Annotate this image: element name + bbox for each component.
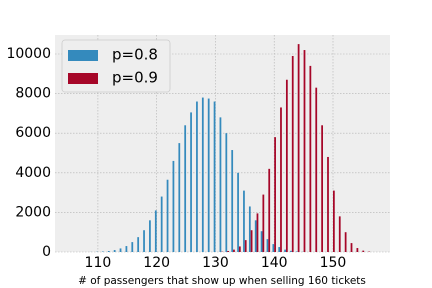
bar — [266, 239, 269, 252]
x-axis-label: # of passengers that show up when sellin… — [78, 275, 366, 287]
x-tick-label: 150 — [320, 255, 347, 271]
bar — [238, 246, 241, 252]
bar — [201, 97, 204, 252]
bar — [284, 249, 286, 252]
bar — [260, 231, 263, 252]
legend-label: p=0.9 — [112, 69, 158, 87]
bar — [344, 232, 347, 252]
bar — [248, 206, 251, 252]
bar — [297, 44, 300, 252]
y-tick-label: 8000 — [15, 86, 51, 102]
bar — [278, 247, 281, 252]
y-tick-label: 10000 — [6, 46, 51, 62]
bar — [154, 210, 157, 252]
x-tick-label: 130 — [202, 255, 229, 271]
bar — [262, 194, 265, 252]
bar — [285, 79, 288, 252]
bar — [274, 137, 276, 252]
bar — [107, 251, 110, 252]
bar — [315, 87, 318, 252]
y-tick-label: 0 — [42, 244, 51, 260]
y-tick-label: 2000 — [15, 204, 51, 220]
bar — [119, 248, 122, 252]
bar — [113, 250, 116, 252]
bar — [196, 101, 198, 253]
bar — [303, 50, 306, 253]
bar — [131, 242, 134, 252]
bar — [254, 220, 257, 252]
bar — [362, 250, 365, 252]
bar — [256, 213, 259, 252]
bar — [190, 112, 192, 252]
bar — [244, 240, 247, 252]
bar — [356, 248, 359, 252]
bar — [207, 98, 210, 252]
bar — [213, 101, 216, 253]
legend-swatch — [68, 50, 98, 61]
bar — [327, 156, 329, 252]
bar — [338, 216, 341, 252]
bar — [332, 190, 335, 252]
bar — [184, 125, 187, 252]
legend-label: p=0.8 — [112, 46, 158, 64]
bar — [243, 190, 245, 252]
bar — [149, 220, 151, 252]
x-tick-label: 110 — [85, 255, 112, 271]
x-tick-label: 140 — [261, 255, 288, 271]
bar — [291, 55, 294, 252]
x-tick-label: 120 — [143, 255, 170, 271]
bar — [272, 244, 275, 252]
bar — [321, 125, 323, 252]
bar — [219, 117, 222, 252]
bar — [227, 251, 229, 252]
bar — [290, 250, 292, 252]
bar — [250, 230, 253, 252]
bar — [172, 160, 175, 252]
bar — [237, 172, 239, 252]
bar — [231, 150, 234, 252]
y-tick-label: 4000 — [15, 165, 51, 181]
bar — [143, 230, 145, 252]
bar — [125, 246, 128, 252]
bar — [309, 65, 312, 252]
y-tick-label: 6000 — [15, 125, 51, 141]
bar — [178, 143, 181, 252]
legend-swatch — [68, 73, 98, 84]
bar — [166, 179, 169, 252]
bar — [225, 133, 228, 252]
bar — [233, 249, 235, 252]
bar — [350, 243, 353, 252]
bar — [137, 237, 140, 252]
bar — [160, 196, 163, 252]
bar — [280, 107, 282, 252]
bar — [268, 168, 271, 252]
